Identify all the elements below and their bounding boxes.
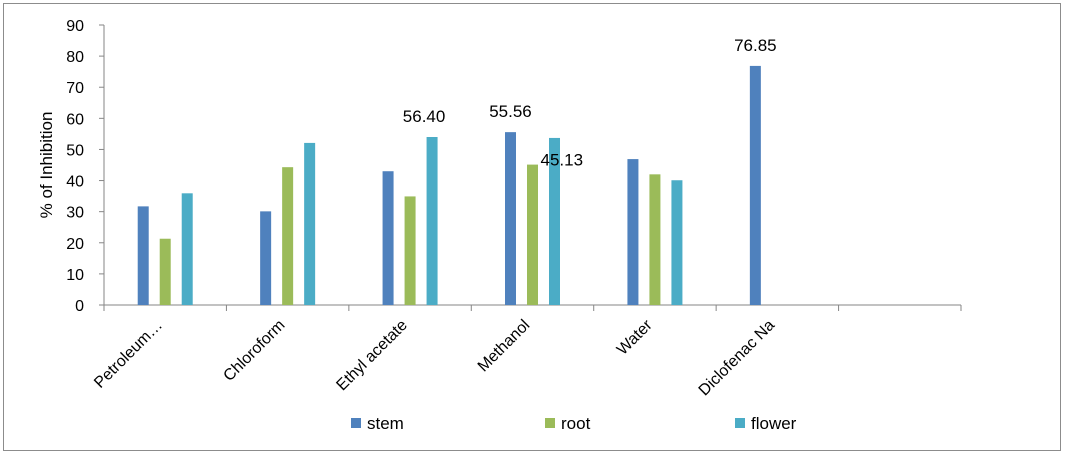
data-label: 45.13	[541, 151, 584, 170]
y-tick-label: 10	[66, 267, 84, 284]
data-label: 55.56	[489, 102, 532, 121]
y-tick-label: 30	[66, 205, 84, 222]
bar-stem	[260, 211, 272, 305]
y-axis-title: % of Inhibition	[37, 112, 56, 219]
bar-flower	[549, 137, 560, 305]
bar-root	[527, 164, 538, 305]
data-label: 56.40	[403, 107, 446, 126]
bar-flower	[426, 137, 438, 305]
bars	[137, 65, 761, 306]
x-tick-label: Chloroform	[220, 317, 288, 385]
y-tick-label: 40	[66, 174, 84, 191]
x-tick-label: Methanol	[475, 317, 534, 376]
x-tick-label: Ethyl acetate	[333, 317, 411, 395]
bar-stem	[749, 65, 761, 306]
legend-swatch-flower	[735, 418, 745, 428]
y-tick-label: 60	[66, 111, 84, 128]
legend-swatch-stem	[351, 418, 361, 428]
data-labels: 56.40 55.56 45.13 76.85	[403, 36, 777, 170]
data-label: 76.85	[734, 36, 777, 55]
x-tick-label: Water	[614, 316, 656, 358]
bar-root	[404, 196, 416, 305]
bar-stem	[137, 206, 149, 305]
y-tick-label: 80	[66, 49, 84, 66]
legend: stem root flower	[351, 414, 797, 433]
bar-flower	[181, 193, 193, 305]
bar-root	[159, 238, 171, 305]
y-tick-label: 90	[66, 18, 84, 35]
legend-label-stem: stem	[367, 414, 404, 433]
legend-label-flower: flower	[751, 414, 797, 433]
legend-swatch-root	[545, 418, 555, 428]
bar-root	[649, 174, 661, 305]
legend-label-root: root	[561, 414, 591, 433]
bar-flower	[671, 180, 683, 305]
y-tick-label: 0	[75, 298, 84, 315]
axes: 0 10 20 30 40 50 60 70 80 90 Petroleum… Chloroform E…	[37, 18, 962, 400]
bar-stem	[505, 132, 516, 305]
y-tick-label: 50	[66, 142, 84, 159]
y-tick-label: 20	[66, 236, 84, 253]
bar-stem	[627, 159, 639, 305]
x-tick-label: Diclofenac Na	[696, 317, 779, 400]
bar-stem	[382, 171, 394, 305]
y-tick-label: 70	[66, 80, 84, 97]
x-tick-label: Petroleum…	[91, 317, 166, 392]
bar-root	[282, 167, 294, 305]
bar-flower	[304, 142, 316, 305]
